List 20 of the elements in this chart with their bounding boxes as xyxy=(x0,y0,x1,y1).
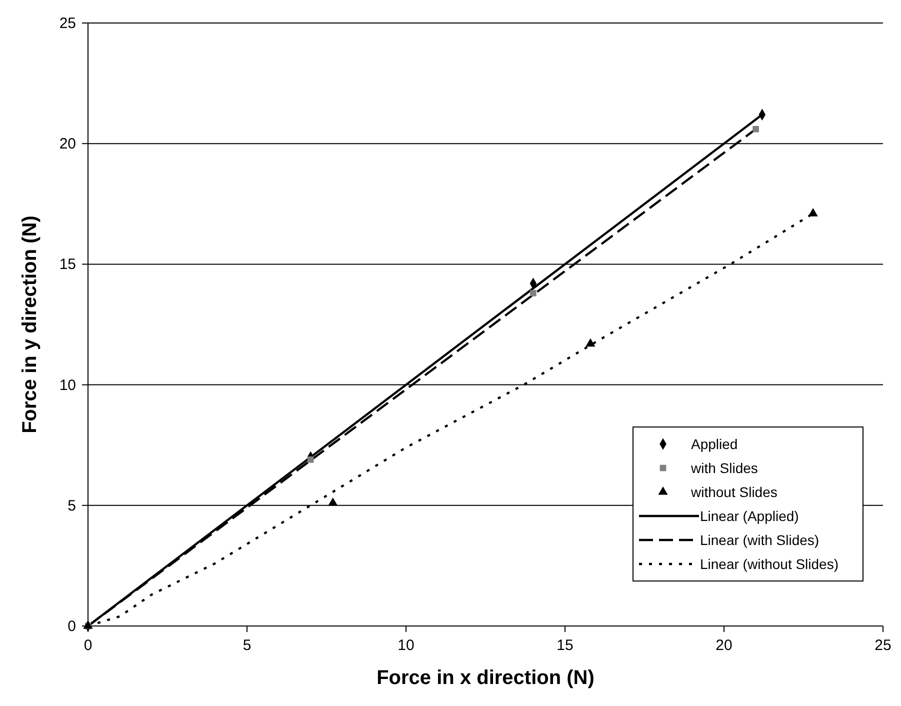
x-tick-label: 20 xyxy=(716,637,732,654)
y-tick-label: 15 xyxy=(59,256,76,274)
legend-label: Linear (without Slides) xyxy=(700,556,839,572)
y-tick-label: 10 xyxy=(59,376,76,394)
x-tick-label: 15 xyxy=(556,637,574,654)
x-axis-title: Force in x direction (N) xyxy=(376,667,594,689)
y-tick-label: 20 xyxy=(59,136,76,153)
legend-label: Linear (Applied) xyxy=(700,508,799,524)
y-tick-label: 0 xyxy=(68,618,76,635)
x-tick-label: 5 xyxy=(242,637,252,654)
legend-label: with Slides xyxy=(690,460,758,476)
x-tick-label: 10 xyxy=(398,637,414,654)
legend-label: without Slides xyxy=(690,484,778,500)
y-tick-label: 5 xyxy=(68,497,76,514)
x-tick-label: 25 xyxy=(874,637,892,654)
y-tick-label: 25 xyxy=(59,15,76,32)
legend-label: Linear (with Slides) xyxy=(700,532,820,548)
legend-label: Applied xyxy=(691,436,738,452)
x-tick-label: 0 xyxy=(84,637,92,654)
y-axis-title: Force in y direction (N) xyxy=(19,216,41,434)
